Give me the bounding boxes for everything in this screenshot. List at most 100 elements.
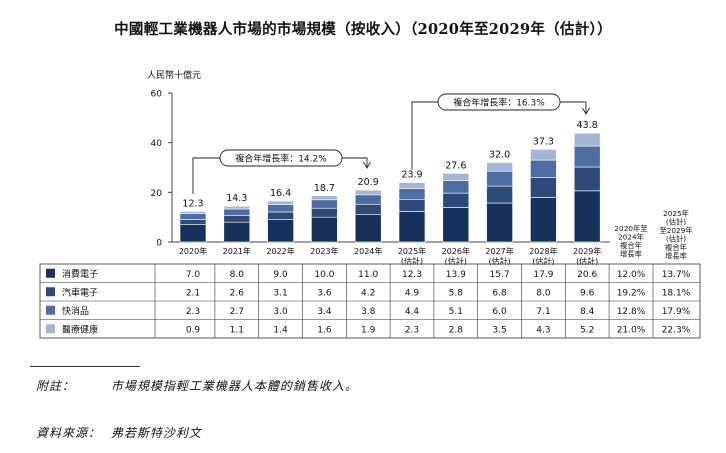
table-cell-value: 2.7: [230, 307, 244, 317]
x-tick-label: (估計): [532, 256, 554, 266]
bar-segment-healthcare: [530, 149, 557, 161]
table-cell-value: 6.8: [492, 288, 507, 298]
table-cell-value: 2.8: [449, 325, 464, 335]
x-tick-label: 2022年: [266, 246, 294, 256]
bar-segment-healthcare: [442, 173, 470, 181]
bar-segment-automotive_electronics: [267, 211, 294, 220]
table-cell-value: 2.3: [405, 325, 419, 335]
y-axis-unit-label: 人民幣十億元: [147, 71, 202, 81]
table-cell-value: 3.1: [273, 288, 287, 298]
cagr-header-2020-2024: 2020年至: [614, 224, 647, 233]
table-cell-cagr-2020-2024: 19.2%: [617, 288, 646, 298]
bar-segment-consumer_electronics: [573, 190, 601, 243]
table-cell-value: 12.3: [402, 270, 422, 280]
table-cell-value: 20.6: [577, 270, 597, 280]
bar-segment-fmcg: [486, 170, 513, 187]
bar-total-label: 32.0: [489, 150, 510, 161]
table-cell-cagr-2025-2029: 18.1%: [662, 288, 691, 298]
legend-label-healthcare: 醫療健康: [62, 323, 98, 335]
bar-segment-automotive_electronics: [311, 207, 338, 218]
table-cell-value: 17.9: [533, 270, 553, 280]
bar-segment-automotive_electronics: [573, 166, 601, 192]
cagr-callout-first-text: 複合年增長率：14.2%: [235, 153, 327, 165]
bar-segment-consumer_electronics: [223, 221, 251, 243]
x-tick-label: 2024年: [354, 246, 382, 256]
bar-total-label: 43.8: [577, 120, 598, 131]
bar-total-label: 37.3: [533, 136, 554, 147]
footnote-divider: [30, 366, 140, 367]
cagr-header-2025-2029: 增長率: [665, 252, 687, 261]
legend-label-consumer_electronics: 消費電子: [62, 268, 98, 280]
x-tick-label: (估計): [576, 256, 598, 266]
y-tick-label: 0: [156, 239, 162, 249]
bar-segment-consumer_electronics: [179, 224, 207, 243]
cagr-header-2025-2029: 2025年: [663, 209, 689, 218]
cagr-header-2020-2024: 2024年: [618, 233, 644, 242]
bar-total-label: 16.4: [270, 188, 291, 199]
bar-segment-consumer_electronics: [354, 214, 382, 243]
x-tick-label: 2021年: [223, 246, 251, 256]
table-cell-cagr-2020-2024: 12.8%: [617, 307, 646, 317]
bar-segment-healthcare: [573, 132, 601, 147]
table-cell-value: 3.8: [361, 307, 376, 317]
x-tick-label: (估計): [488, 256, 510, 266]
bar-segment-consumer_electronics: [530, 197, 557, 243]
bar-segment-consumer_electronics: [486, 202, 513, 243]
chart-title: 中國輕工業機器人市場的市場規模（按收入）（2020年至2029年（估計））: [114, 21, 612, 38]
bar-segment-consumer_electronics: [442, 207, 470, 243]
x-tick-label: 2029年: [573, 246, 601, 256]
bar-segment-fmcg: [311, 199, 338, 209]
table-cell-value: 2.6: [230, 288, 245, 298]
footnote-text: 市場規模指輕工業機器人本體的銷售收入。: [110, 379, 358, 393]
legend-swatch-consumer_electronics: [46, 268, 55, 278]
bar-total-label: 14.3: [226, 193, 247, 204]
table-cell-value: 1.6: [317, 325, 332, 335]
bar-segment-fmcg: [442, 180, 470, 194]
table-cell-value: 8.0: [230, 270, 245, 280]
bar-segment-healthcare: [267, 200, 294, 205]
x-tick-label: 2026年: [442, 246, 470, 256]
bar-segment-automotive_electronics: [530, 177, 557, 198]
cagr-callout-second-text: 複合年增長率：16.3%: [453, 97, 545, 109]
table-cell-value: 3.4: [317, 307, 332, 317]
x-tick-label: 2025年: [398, 246, 426, 256]
table-cell-value: 2.1: [186, 288, 200, 298]
table-cell-value: 0.9: [186, 325, 201, 335]
x-tick-label: 2027年: [485, 246, 513, 256]
stacked-bar-chart: 0 20 40 60 12.3 2020年 14.3 2021年 16.4 2022年 18.7 20…: [39, 90, 701, 339]
source-text: 弗若斯特沙利文: [110, 426, 202, 440]
cagr-header-2025-2029: 至2029年: [659, 226, 692, 235]
legend-swatch-automotive_electronics: [46, 287, 55, 297]
table-cell-value: 2.3: [186, 307, 200, 317]
cagr-header-2020-2024: 複合年: [620, 241, 642, 250]
cagr-callout-first-box: [219, 149, 343, 167]
bar-segment-healthcare: [223, 205, 251, 210]
table-cell-value: 8.4: [580, 307, 595, 317]
table-cell-value: 7.1: [536, 307, 550, 317]
cagr-header-2025-2029: 複合年: [665, 243, 687, 252]
table-cell-value: 1.1: [230, 325, 244, 335]
x-tick-label: 2028年: [529, 246, 557, 256]
y-tick-label: 20: [151, 189, 163, 199]
legend-swatch-fmcg: [46, 305, 55, 315]
bar-segment-automotive_electronics: [223, 215, 251, 223]
bar-segment-automotive_electronics: [354, 203, 382, 215]
bar-total-label: 23.9: [401, 170, 422, 181]
bar-segment-fmcg: [573, 145, 601, 168]
bar-total-label: 20.9: [358, 177, 379, 188]
table-cell-value: 11.0: [358, 270, 378, 280]
bar-segment-consumer_electronics: [398, 211, 426, 243]
x-tick-label: 2020年: [179, 246, 207, 256]
bar-segment-fmcg: [354, 194, 382, 205]
y-tick-label: 40: [151, 139, 163, 149]
cagr-header-2020-2024: 增長率: [620, 250, 642, 259]
table-cell-value: 3.0: [273, 307, 288, 317]
x-tick-label: 2023年: [310, 246, 338, 256]
bar-segment-fmcg: [530, 159, 557, 178]
bar-segment-healthcare: [179, 211, 207, 214]
bar-segment-fmcg: [223, 208, 251, 216]
table-cell-value: 9.0: [273, 270, 288, 280]
bar-segment-automotive_electronics: [442, 192, 470, 208]
cagr-header-2025-2029: (估計): [666, 218, 686, 227]
bar-segment-consumer_electronics: [311, 216, 338, 243]
